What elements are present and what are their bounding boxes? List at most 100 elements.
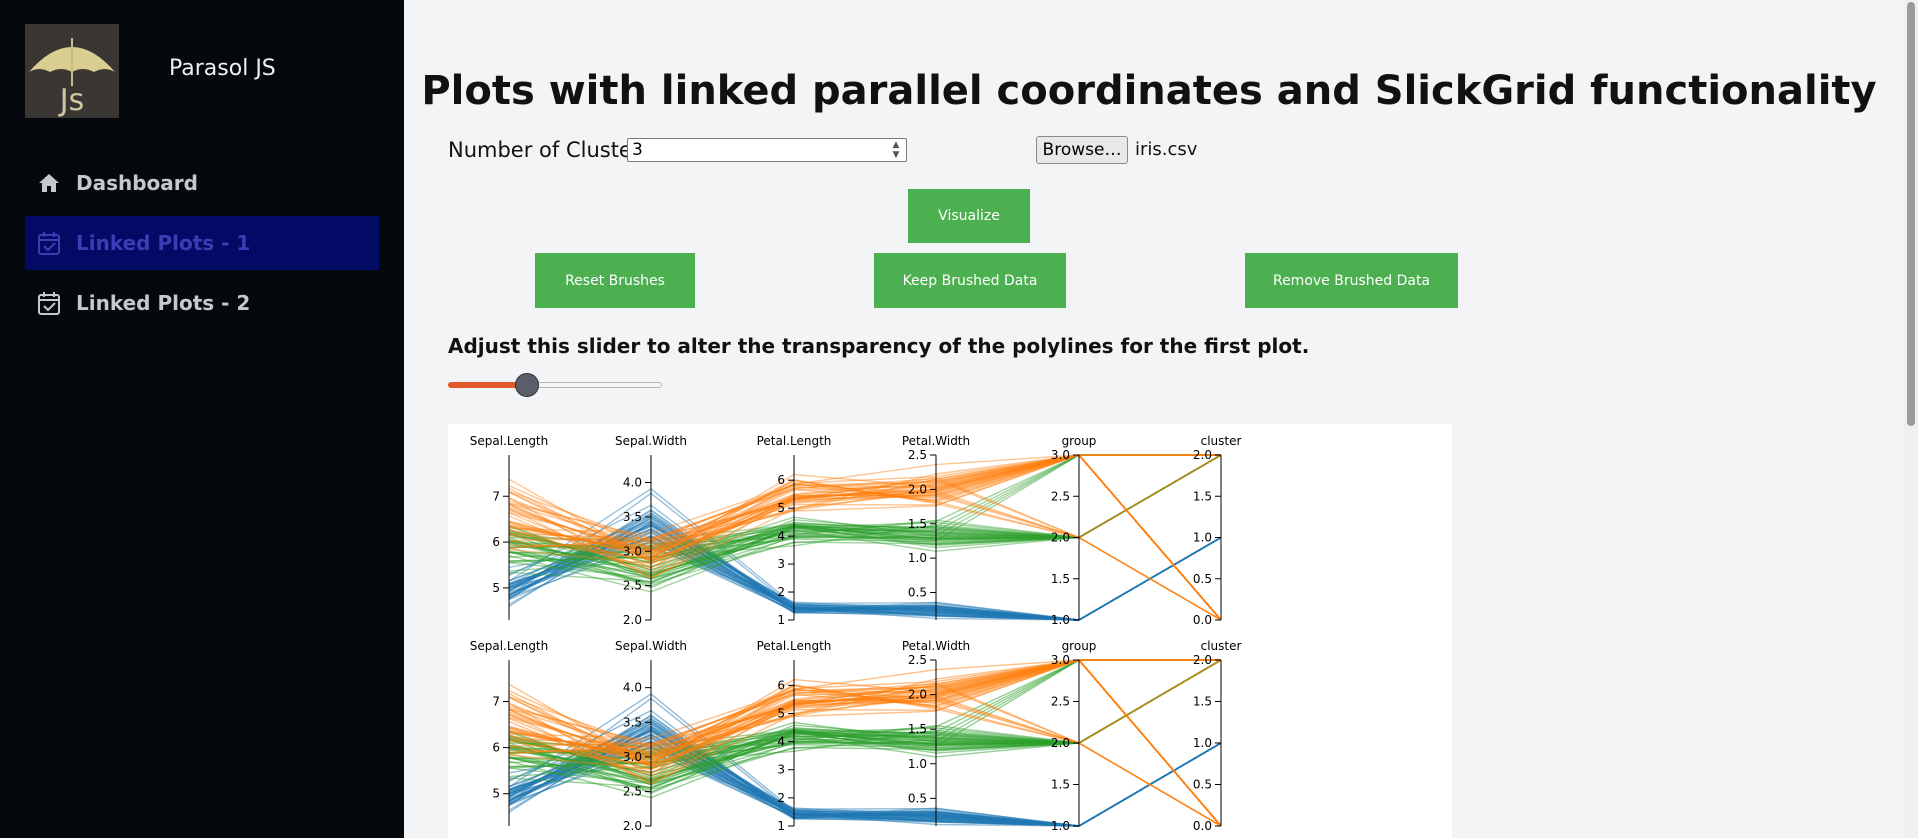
calendar-check-icon — [36, 290, 62, 316]
tick-label: 2.5 — [908, 448, 927, 462]
tick-label: 2.0 — [623, 613, 642, 627]
keep-brushed-data-button[interactable]: Keep Brushed Data — [874, 253, 1066, 308]
polyline — [508, 454, 1222, 621]
polyline — [508, 535, 1222, 621]
sidebar-item-linked-plots-2[interactable]: Linked Plots - 2 — [25, 276, 379, 330]
polyline — [508, 454, 1221, 549]
polyline — [508, 512, 1222, 621]
tick-label: 6 — [777, 473, 785, 487]
parallel-coordinates-panel[interactable]: Sepal.Length 5 6 7 Sepal.Width 2.0 2.5 3.0 3.5 4.… — [448, 424, 1452, 838]
tick-label: 2.0 — [623, 819, 642, 833]
sidebar-item-linked-plots-1[interactable]: Linked Plots - 1 — [25, 216, 379, 270]
axis-label: Sepal.Width — [615, 639, 687, 653]
page-scrollbar[interactable] — [1903, 0, 1918, 838]
polyline — [508, 454, 1221, 562]
polyline — [508, 521, 1222, 621]
polyline — [508, 454, 1222, 585]
tick-label: 3 — [777, 763, 785, 777]
polyline — [508, 508, 1222, 621]
parallel-plot-2[interactable]: Sepal.Length 5 6 7 Sepal.Width 2.0 2.5 3.0 3.5 4.… — [470, 639, 1242, 833]
axis-label: group — [1062, 434, 1097, 448]
tick-label: 0.5 — [1193, 572, 1212, 586]
polyline — [508, 536, 1222, 621]
polyline — [508, 454, 1222, 593]
polyline — [508, 522, 1222, 621]
polyline — [508, 536, 1222, 621]
polyline — [508, 536, 1222, 621]
polyline — [508, 454, 1222, 578]
axis-label: Petal.Length — [757, 434, 832, 448]
polyline — [508, 454, 1222, 542]
tick-label: 5 — [492, 581, 500, 595]
sidebar-item-label: Linked Plots - 1 — [76, 231, 251, 255]
polyline — [508, 536, 1222, 621]
parasol-logo: Js — [25, 24, 119, 118]
slider-thumb[interactable] — [515, 373, 540, 397]
polyline — [508, 454, 1222, 621]
polyline — [508, 536, 1222, 621]
polyline — [508, 454, 1222, 576]
polyline — [508, 519, 1222, 621]
clusters-input[interactable]: 3 ▲ ▼ — [627, 138, 907, 162]
polyline — [508, 454, 1222, 589]
visualize-button[interactable]: Visualize — [908, 189, 1030, 243]
polyline — [508, 454, 1222, 558]
polyline — [508, 454, 1222, 621]
polyline — [508, 454, 1222, 573]
polyline — [508, 454, 1222, 621]
polyline — [508, 454, 1222, 621]
polyline — [508, 454, 1222, 575]
tick-label: 1.5 — [908, 722, 927, 736]
polyline — [508, 454, 1222, 621]
tick-label: 2.0 — [908, 688, 927, 702]
polyline — [508, 454, 1222, 621]
tick-label: 3 — [777, 557, 785, 571]
reset-brushes-button[interactable]: Reset Brushes — [535, 253, 695, 308]
scrollbar-thumb[interactable] — [1907, 2, 1915, 426]
polyline — [508, 454, 1222, 621]
tick-label: 0.5 — [908, 791, 927, 805]
clusters-value: 3 — [632, 140, 643, 160]
polyline — [508, 454, 1221, 572]
axis-label: Petal.Width — [902, 434, 970, 448]
sidebar-item-dashboard[interactable]: Dashboard — [25, 156, 379, 210]
tick-label: 1.0 — [908, 551, 927, 565]
polyline — [508, 454, 1222, 621]
sidebar: Js Parasol JS Dashboard Linked Plots - 1… — [0, 0, 404, 838]
polyline — [508, 514, 1222, 621]
tick-label: 1 — [777, 819, 785, 833]
polyline — [508, 454, 1221, 552]
parallel-coordinates-chart[interactable]: Sepal.Length 5 6 7 Sepal.Width 2.0 2.5 3.0 3.5 4.… — [448, 424, 1452, 838]
tick-label: 4.0 — [623, 476, 642, 490]
axis-label: cluster — [1201, 434, 1242, 448]
tick-label: 1.5 — [1051, 778, 1070, 792]
browse-button[interactable]: Browse… — [1036, 136, 1128, 164]
polyline — [508, 683, 1222, 827]
tick-label: 1.0 — [1193, 531, 1212, 545]
parallel-plot-1[interactable]: Sepal.Length 5 6 7 Sepal.Width 2.0 2.5 3.0 3.5 4.… — [470, 434, 1242, 627]
tick-label: 2.5 — [908, 653, 927, 667]
polyline — [508, 454, 1222, 621]
polyline — [508, 492, 1222, 621]
polyline — [508, 504, 1222, 621]
polyline — [508, 521, 1222, 621]
transparency-slider[interactable] — [448, 372, 662, 398]
svg-text:Js: Js — [58, 83, 84, 118]
polyline — [508, 528, 1222, 621]
remove-brushed-data-button[interactable]: Remove Brushed Data — [1245, 253, 1458, 308]
tick-label: 3.0 — [623, 750, 642, 764]
axis-label: Sepal.Width — [615, 434, 687, 448]
tick-label: 3.5 — [623, 715, 642, 729]
tick-label: 6 — [777, 678, 785, 692]
tick-label: 1.5 — [1193, 695, 1212, 709]
polyline — [508, 531, 1222, 621]
polyline — [508, 454, 1222, 571]
tick-label: 6 — [492, 535, 500, 549]
number-stepper[interactable]: ▲ ▼ — [892, 140, 900, 160]
tick-label: 4 — [777, 735, 785, 749]
polyline — [508, 454, 1221, 571]
polyline — [508, 526, 1222, 621]
polyline — [508, 454, 1221, 558]
tick-label: 4 — [777, 529, 785, 543]
tick-label: 1.5 — [908, 517, 927, 531]
